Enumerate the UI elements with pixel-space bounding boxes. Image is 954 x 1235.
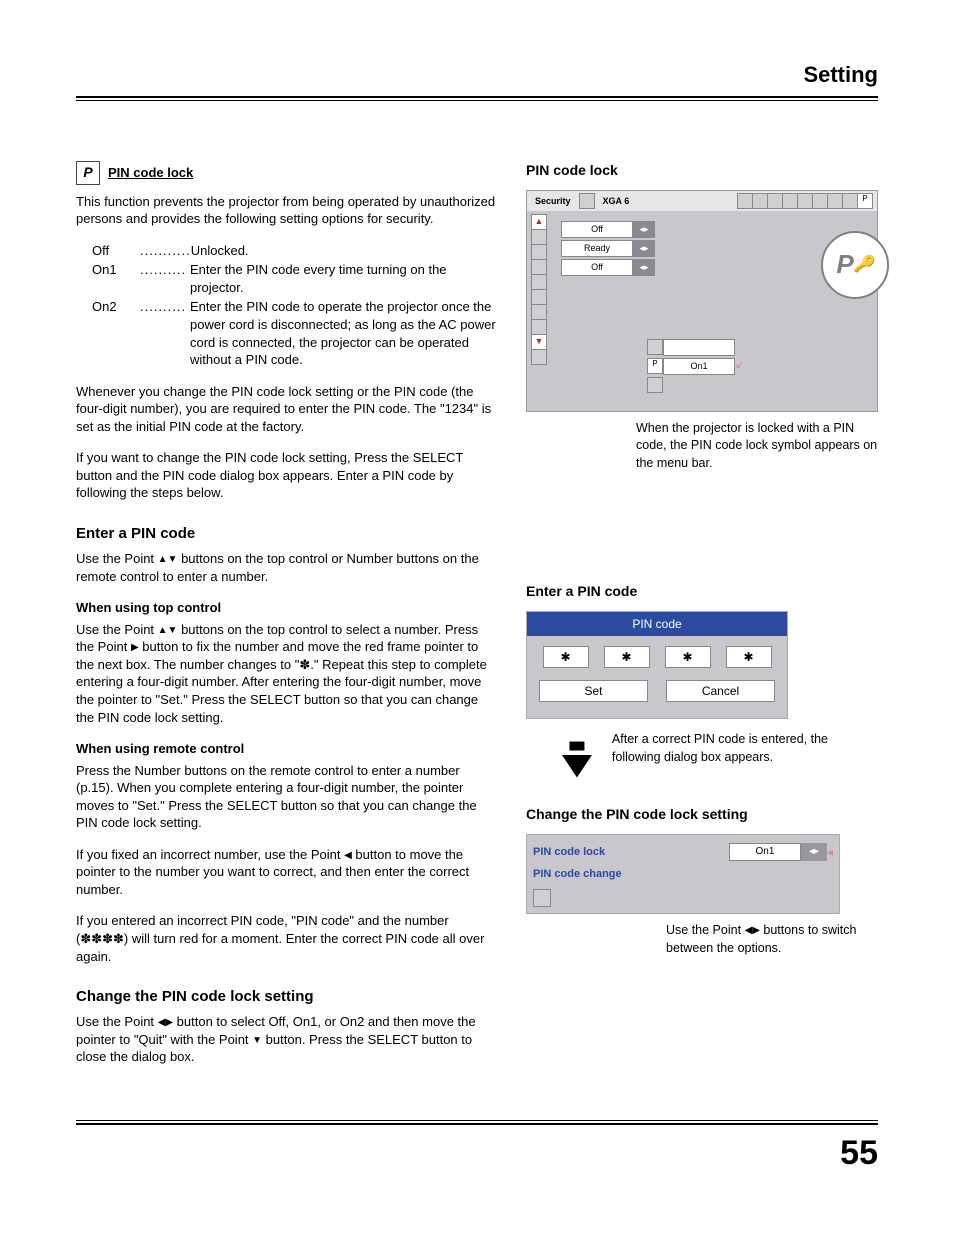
fig2-pin-dialog: PIN code ✱ ✱ ✱ ✱ Set Cancel [526, 611, 788, 719]
change-body: Use the Point ◀▶ button to select Off, O… [76, 1013, 496, 1066]
menu-icon [767, 193, 783, 209]
pin-icon: P [647, 358, 663, 374]
footer-rule-thin [76, 1120, 878, 1121]
side-icon [531, 259, 547, 275]
fig1-osd-screenshot: Security XGA 6 P [526, 190, 878, 412]
dots: .......... [140, 261, 190, 296]
menu-icon [812, 193, 828, 209]
side-icon [531, 304, 547, 320]
up-down-icon: ▲▼ [158, 553, 178, 567]
footer-rule-thick [76, 1123, 878, 1125]
pin-lock-heading: PIN code lock [108, 164, 193, 182]
exit-icon [647, 377, 663, 393]
remote-p3: If you entered an incorrect PIN code, "P… [76, 912, 496, 965]
menu-icon [579, 193, 595, 209]
left-column: P PIN code lock This function prevents t… [76, 161, 496, 1080]
pointer-icon: ◂ [827, 844, 833, 860]
top-control-body: Use the Point ▲▼ buttons on the top cont… [76, 621, 496, 726]
lr-arrow-icon: ◂▸ [801, 843, 827, 861]
down-icon: ▼ [252, 1034, 262, 1048]
paragraph-1: Whenever you change the PIN code lock se… [76, 383, 496, 436]
pin-lock-circle-icon: P🔑 [821, 231, 889, 299]
definition-list: Off ........... Unlocked. On1 ..........… [92, 242, 496, 369]
left-right-icon: ◀▶ [158, 1016, 173, 1030]
fig1-lower-field1 [663, 339, 735, 356]
menu-icon [842, 193, 858, 209]
fig1-lower-on1: On1 [663, 358, 735, 375]
intro-text: This function prevents the projector fro… [76, 193, 496, 228]
fig2-title: Enter a PIN code [526, 582, 878, 601]
top-control-heading: When using top control [76, 599, 496, 617]
lr-arrow-icon: ◂▸ [633, 221, 655, 238]
paragraph-2: If you want to change the PIN code lock … [76, 449, 496, 502]
header-rule-thin [76, 100, 878, 101]
menu-icon [752, 193, 768, 209]
remote-p1: Press the Number buttons on the remote c… [76, 762, 496, 832]
cancel-button: Cancel [666, 680, 775, 702]
side-icon: ▲ [531, 214, 547, 230]
def-on1-text: Enter the PIN code every time turning on… [190, 261, 496, 296]
fig3-dialog: PIN code lock On1 ◂▸ ◂ PIN code change [526, 834, 840, 914]
fig1-title: PIN code lock [526, 161, 878, 180]
pin-digit: ✱ [665, 646, 711, 668]
fig1-field-off2: Off [561, 259, 633, 276]
dots: ........... [140, 242, 191, 260]
down-arrow-icon [556, 733, 598, 789]
fig2-dialog-title: PIN code [527, 612, 787, 636]
pin-lock-icon: P [76, 161, 100, 185]
enter-pin-heading: Enter a PIN code [76, 524, 496, 544]
side-icon [531, 289, 547, 305]
section-header: Setting [76, 60, 878, 96]
pin-digit: ✱ [543, 646, 589, 668]
menu-icon [827, 193, 843, 209]
pin-lock-menu-icon: P [857, 193, 873, 209]
menu-icon [737, 193, 753, 209]
lr-arrow-icon: ◂▸ [633, 240, 655, 257]
side-icon: ▼ [531, 334, 547, 350]
fig1-label-security: Security [531, 195, 575, 207]
remote-control-heading: When using remote control [76, 740, 496, 758]
header-rule-thick [76, 96, 878, 98]
enter-pin-lead: Use the Point ▲▼ buttons on the top cont… [76, 550, 496, 585]
remote-p2: If you fixed an incorrect number, use th… [76, 846, 496, 899]
side-icon [531, 244, 547, 260]
side-icon [531, 349, 547, 365]
fig3-row1-value: On1 [729, 843, 801, 861]
left-right-icon: ◀▶ [745, 924, 760, 938]
fig1-field-off: Off [561, 221, 633, 238]
fig1-label-xga: XGA 6 [599, 195, 634, 207]
left-icon: ◀ [344, 849, 352, 863]
def-off-text: Unlocked. [191, 242, 496, 260]
fig2-caption: After a correct PIN code is entered, the… [612, 725, 878, 766]
def-off-label: Off [92, 242, 140, 260]
right-column: PIN code lock Security XGA 6 [526, 161, 878, 1080]
pin-digit: ✱ [604, 646, 650, 668]
menu-icon [782, 193, 798, 209]
fig3-row2-label: PIN code change [533, 867, 663, 882]
def-on2-label: On2 [92, 298, 140, 368]
menu-icon [797, 193, 813, 209]
exit-icon [533, 889, 551, 907]
fig3-title: Change the PIN code lock setting [526, 805, 878, 824]
side-icon [531, 274, 547, 290]
def-on1-label: On1 [92, 261, 140, 296]
side-icon [531, 319, 547, 335]
page-number: 55 [76, 1131, 878, 1177]
right-icon: ▶ [131, 641, 139, 655]
def-on2-text: Enter the PIN code to operate the projec… [190, 298, 496, 368]
dots: .......... [140, 298, 190, 368]
fig1-caption: When the projector is locked with a PIN … [526, 420, 878, 473]
side-icon [531, 229, 547, 245]
fig3-caption: Use the Point ◀▶ buttons to switch betwe… [526, 922, 878, 957]
fig3-row1-label: PIN code lock [533, 845, 663, 860]
lr-arrow-icon: ◂▸ [633, 259, 655, 276]
fig1-field-ready: Ready [561, 240, 633, 257]
lock-icon [647, 339, 663, 355]
up-down-icon: ▲▼ [158, 624, 178, 638]
change-heading: Change the PIN code lock setting [76, 987, 496, 1007]
pin-digit: ✱ [726, 646, 772, 668]
set-button: Set [539, 680, 648, 702]
